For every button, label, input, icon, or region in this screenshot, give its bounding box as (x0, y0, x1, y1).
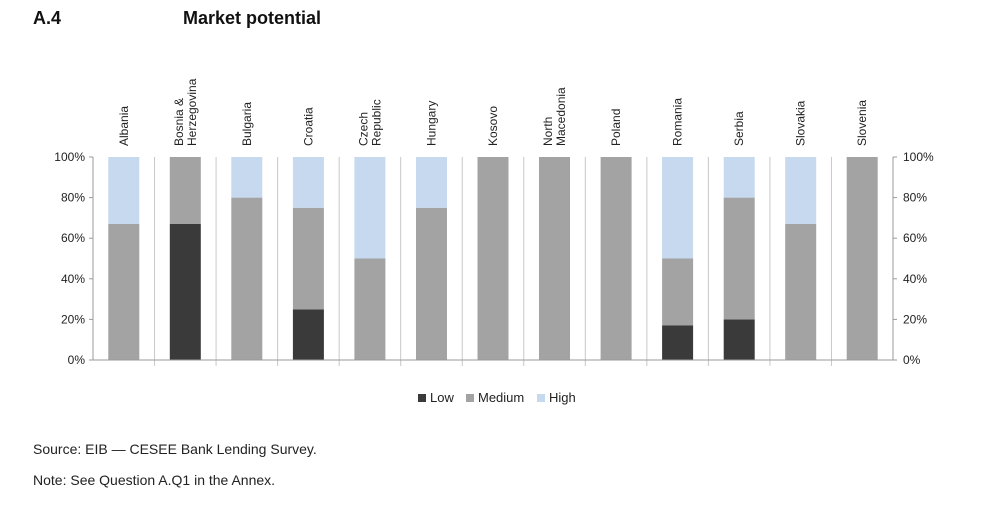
bar-medium (723, 197, 755, 320)
bar-high (662, 157, 694, 259)
chart: 0% 0% 20% 20% 40% 40% 60% 60% 80% 80% 100% 100% Alba… (54, 78, 934, 405)
bar-low (169, 224, 201, 360)
category-label: CzechRepublic (356, 99, 383, 146)
category-label: Poland (609, 109, 623, 146)
bar-medium (169, 157, 201, 224)
y-tick-label: 80% (61, 191, 85, 205)
category-label: Slovenia (855, 100, 869, 146)
category-label: Croatia (301, 107, 315, 146)
bar-medium (108, 224, 140, 360)
y-tick-label: 0% (68, 353, 86, 367)
bar-high (723, 157, 755, 198)
legend-label-medium: Medium (478, 390, 524, 405)
legend-label-low: Low (430, 390, 454, 405)
category-label: Slovakia (794, 100, 808, 146)
bar-high (354, 157, 386, 259)
category-label: Serbia (732, 111, 746, 146)
bar-high (785, 157, 817, 224)
chart-title: Market potential (183, 8, 322, 28)
bar-high (231, 157, 263, 198)
y-tick-label-right: 80% (903, 191, 927, 205)
category-label: Bulgaria (240, 102, 254, 146)
y-tick-label-right: 60% (903, 231, 927, 245)
y-tick-label-right: 0% (903, 353, 921, 367)
y-tick-label-right: 100% (903, 150, 934, 164)
y-tick-label: 20% (61, 312, 85, 326)
category-label: Albania (117, 106, 131, 146)
category-label: Kosovo (486, 106, 500, 146)
source-note: Source: EIB — CESEE Bank Lending Survey. (33, 441, 317, 457)
bar-medium (292, 207, 324, 310)
bar-high (416, 157, 447, 208)
legend-swatch-low (418, 394, 426, 402)
bar-high (292, 157, 324, 208)
legend-swatch-medium (466, 394, 474, 402)
y-tick-label-right: 40% (903, 272, 927, 286)
figure-number: A.4 (33, 8, 62, 28)
category-label: NorthMacedonia (541, 87, 568, 146)
bar-low (292, 309, 324, 361)
bar-low (662, 325, 694, 360)
category-label: Bosnia &Herzegovina (172, 78, 199, 146)
y-tick-label: 40% (61, 272, 85, 286)
bar-low (723, 319, 755, 360)
category-label: Romania (671, 98, 685, 146)
bar-medium (662, 258, 694, 326)
category-label: Hungary (425, 101, 439, 146)
bar-medium (600, 157, 632, 360)
y-tick-label-right: 20% (903, 312, 927, 326)
bar-medium (231, 197, 263, 360)
y-tick-label: 60% (61, 231, 85, 245)
question-note: Note: See Question A.Q1 in the Annex. (33, 472, 276, 488)
legend-label-high: High (549, 390, 576, 405)
bar-medium (477, 157, 509, 360)
bar-medium (354, 258, 386, 360)
bar-high (108, 157, 140, 224)
bar-medium (416, 207, 447, 361)
bar-medium (785, 224, 817, 360)
bar-medium (539, 157, 570, 360)
bar-medium (846, 157, 878, 360)
y-tick-label: 100% (54, 150, 85, 164)
legend-swatch-high (537, 394, 545, 402)
